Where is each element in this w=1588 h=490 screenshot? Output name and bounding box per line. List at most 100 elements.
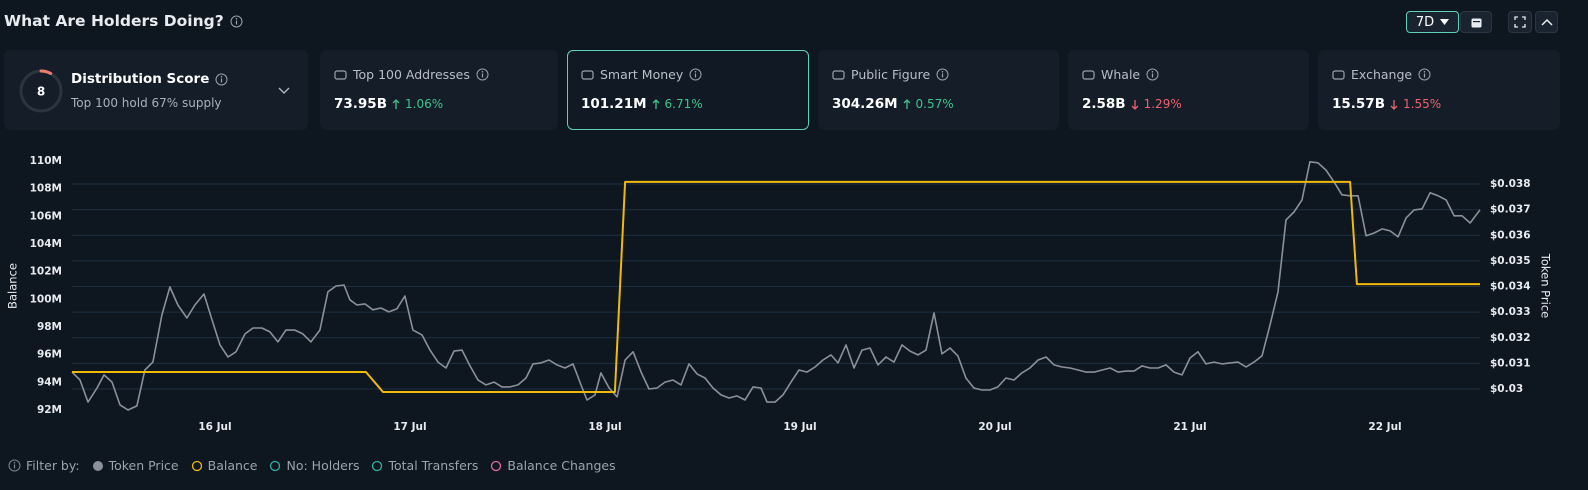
metric-value-row: 15.57B 1.55% (1332, 96, 1441, 112)
metric-label: Public Figure (851, 67, 931, 82)
y-tick-label: 110M (30, 155, 62, 167)
marker (491, 460, 502, 471)
score-arc (39, 69, 53, 75)
distribution-card[interactable]: 8 Distribution Score Top 100 hold 67% supp… (4, 50, 308, 130)
metric-glyph (1082, 69, 1095, 80)
y2-axis-title: Token Price (1539, 253, 1553, 318)
legend-label: Token Price (108, 458, 179, 473)
metric-value: 304.26M (832, 96, 898, 112)
metric-card[interactable]: Exchange 15.57B 1.55% (1318, 50, 1560, 130)
y-tick-label: 106M (30, 210, 62, 222)
info-icon (1418, 68, 1431, 81)
metric-value: 101.21M (581, 96, 647, 112)
metric-label: Exchange (1351, 67, 1413, 82)
info-ring (689, 68, 702, 81)
metric-label: Top 100 Addresses (353, 67, 470, 82)
arrow-shape (392, 98, 400, 109)
collapse-icon (1540, 18, 1553, 26)
collapse-button[interactable] (1535, 11, 1558, 33)
legend-item[interactable]: Balance (191, 458, 258, 473)
metric-glyph (832, 69, 845, 80)
legend-item[interactable]: Token Price (92, 458, 179, 473)
filter-item[interactable]: Balance Changes (490, 458, 616, 473)
info-ring (215, 73, 228, 85)
info-dot (1423, 71, 1426, 73)
legend-marker (191, 460, 202, 471)
metric-change: 1.29% (1143, 97, 1182, 111)
filter-bar: Filter by: Token Price Balance No: Holders T… (8, 458, 616, 473)
y-tick-label: 94M (37, 376, 62, 388)
info-dot (941, 71, 944, 73)
y2-tick-label: $0.038 (1490, 178, 1531, 190)
expand-shape (1514, 16, 1526, 28)
arrow-shape (1390, 99, 1398, 110)
metric-icon (1082, 69, 1095, 80)
info-dot (13, 462, 16, 464)
metric-value-row: 2.58B 1.29% (1082, 96, 1182, 112)
cal-body (1471, 18, 1481, 27)
score-value: 8 (37, 85, 45, 99)
y2-tick-label: $0.03 (1490, 383, 1523, 395)
y2-tick-label: $0.037 (1490, 204, 1531, 216)
metric-change: 1.06% (405, 97, 444, 111)
metric-label: Smart Money (600, 67, 684, 82)
y2-tick-label: $0.034 (1490, 281, 1531, 293)
y2-tick-label: $0.033 (1490, 306, 1531, 318)
metric-change: 0.57% (915, 97, 954, 111)
filter-name: No: Holders (286, 458, 360, 473)
x-tick-label: 19 Jul (783, 421, 816, 433)
chevron-up (1540, 18, 1553, 26)
metric-card[interactable]: Public Figure 304.26M 0.57% (818, 50, 1059, 130)
header: What Are Holders Doing? (4, 12, 243, 30)
y-tick-label: 100M (30, 293, 62, 305)
filter-item[interactable]: No: Holders (269, 458, 359, 473)
metric-label-row: Whale (1082, 67, 1159, 82)
x-tick-label: 17 Jul (393, 421, 426, 433)
info-icon (1146, 68, 1159, 81)
title: What Are Holders Doing? (4, 12, 224, 30)
y-tick-label: 92M (37, 404, 62, 416)
calendar-button[interactable] (1460, 11, 1492, 33)
metric-label: Whale (1101, 67, 1141, 82)
y-tick-label: 104M (30, 238, 62, 250)
metric-card[interactable]: Smart Money 101.21M 6.71% (567, 50, 809, 130)
score-ring: 8 (19, 69, 63, 113)
filter-item[interactable]: Total Transfers (371, 458, 478, 473)
period-button[interactable]: 7D (1406, 11, 1459, 33)
filter-label-row: Filter by: (8, 458, 80, 473)
arrow-shape (903, 98, 910, 109)
y2-tick-label: $0.031 (1490, 357, 1531, 369)
metric-label-row: Exchange (1332, 67, 1431, 82)
info-icon (689, 68, 702, 81)
legend-marker (92, 460, 103, 471)
legend-marker (491, 460, 502, 471)
x-tick-label: 18 Jul (588, 421, 621, 433)
metric-value-row: 304.26M 0.57% (832, 96, 954, 112)
metric-card[interactable]: Top 100 Addresses 73.95B 1.06% (320, 50, 558, 130)
y2-tick-label: $0.035 (1490, 255, 1531, 267)
metric-change: 6.71% (664, 97, 703, 111)
distribution-title-row: Distribution Score (71, 71, 228, 87)
expand-button[interactable] (1508, 11, 1532, 33)
info-icon (230, 15, 243, 27)
marker (92, 460, 103, 471)
change-arrow (1131, 99, 1139, 110)
metric-card[interactable]: Whale 2.58B 1.29% (1068, 50, 1309, 130)
info-icon (215, 73, 228, 85)
info-ring (8, 459, 21, 472)
metric-label-row: Top 100 Addresses (334, 67, 489, 82)
metric-icon (832, 69, 845, 80)
legend-label: Balance (207, 458, 258, 473)
y2-tick-label: $0.032 (1490, 332, 1531, 344)
info-ring (1146, 68, 1159, 81)
arrow-shape (1131, 99, 1139, 110)
metric-icon (1332, 69, 1345, 80)
marker (372, 460, 383, 471)
filter-label: Filter by: (26, 458, 80, 473)
legend-marker (270, 460, 281, 471)
info-dot (235, 17, 238, 20)
metric-value: 15.57B (1332, 96, 1385, 112)
metric-change: 1.55% (1403, 97, 1442, 111)
marker (270, 460, 281, 471)
